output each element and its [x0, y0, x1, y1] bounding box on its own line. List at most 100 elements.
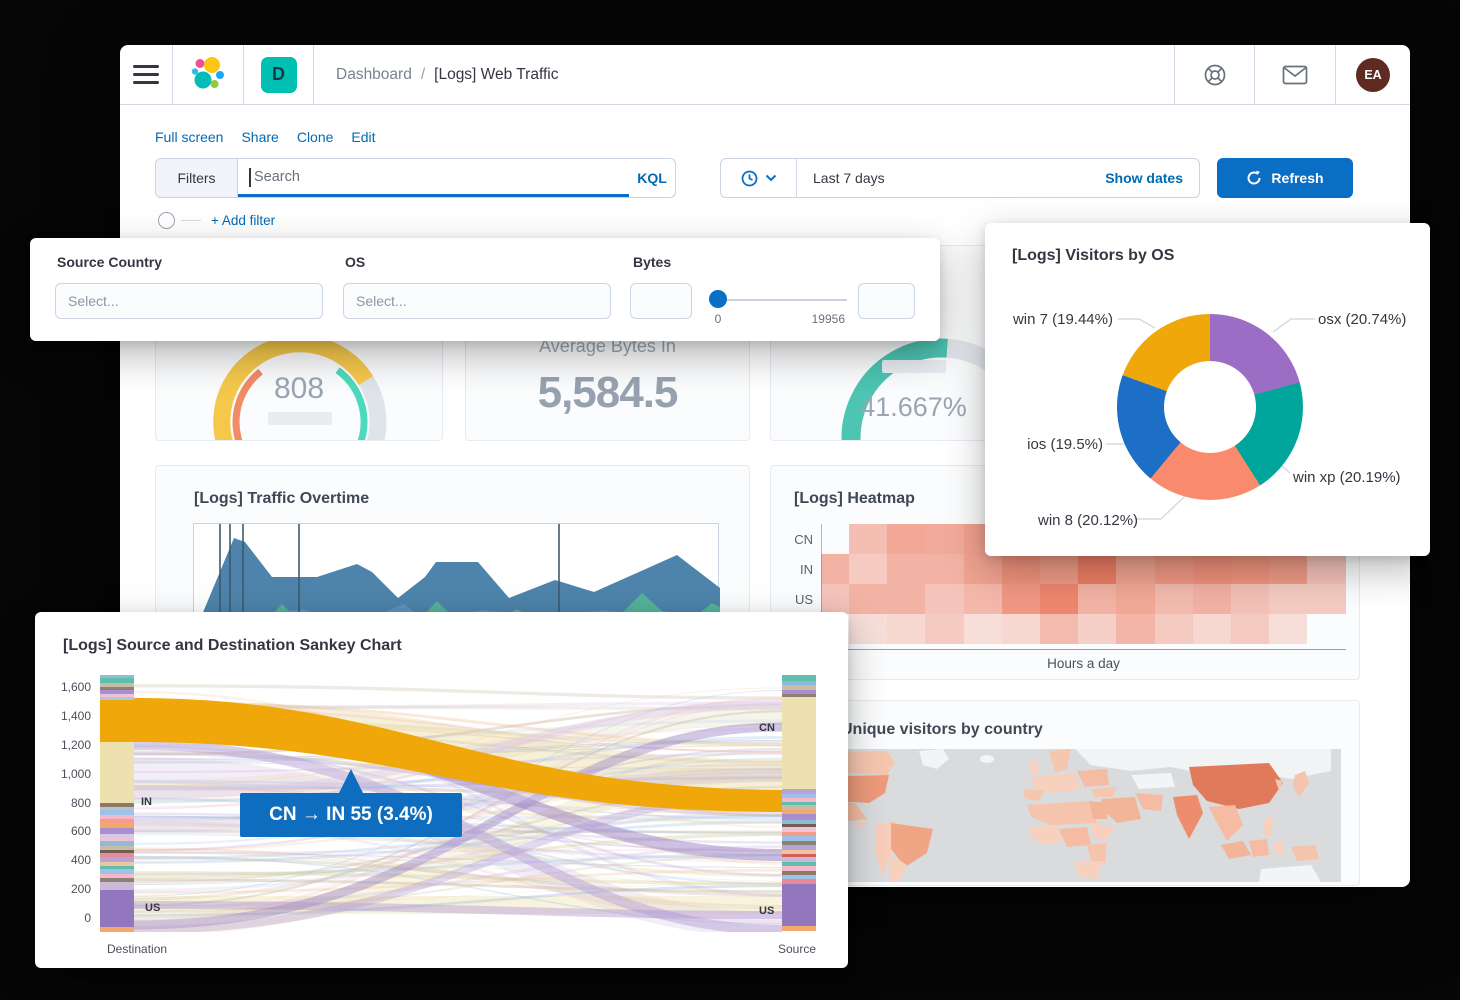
sankey-node-segment — [782, 857, 816, 862]
sankey-node-segment — [782, 827, 816, 832]
sankey-flows — [133, 684, 783, 932]
add-filter-link[interactable]: + Add filter — [211, 213, 276, 228]
sankey-node-segment — [782, 690, 816, 694]
sankey-node-segment — [100, 874, 134, 878]
sankey-node-segment — [100, 927, 134, 932]
chevron-down-icon — [765, 174, 776, 182]
sankey-node-segment — [100, 846, 134, 850]
heatmap-cell — [1001, 614, 1040, 644]
sankey-axis-destination: Destination — [107, 942, 168, 956]
share-link[interactable]: Share — [241, 129, 279, 145]
sankey-node-segment — [782, 884, 816, 926]
bytes-min-input[interactable] — [630, 283, 692, 319]
goal-value: 41.667% — [860, 392, 967, 422]
breadcrumb-page-title: [Logs] Web Traffic — [434, 65, 559, 83]
sankey-node-segment — [100, 890, 134, 927]
edit-link[interactable]: Edit — [351, 129, 376, 145]
elastic-logo-icon[interactable] — [189, 56, 227, 94]
sankey-node-segment — [782, 697, 816, 789]
time-picker: Last 7 days Show dates — [720, 158, 1200, 198]
filters-button[interactable]: Filters — [156, 159, 238, 197]
sankey-node-segment — [100, 819, 134, 823]
filter-pin-line — [181, 219, 201, 222]
clone-link[interactable]: Clone — [296, 129, 334, 145]
bytes-slider-track[interactable] — [709, 299, 847, 301]
user-avatar[interactable]: EA — [1356, 57, 1390, 92]
menu-icon[interactable] — [133, 65, 159, 84]
gauge-chart — [213, 335, 387, 440]
sankey-node-segment — [782, 871, 816, 875]
sankey-y-tick: 1,200 — [60, 737, 91, 752]
source-country-select[interactable]: Select... — [55, 283, 323, 319]
sankey-node-segment — [100, 823, 134, 828]
breadcrumb-section[interactable]: Dashboard — [336, 65, 412, 83]
filter-pin-icon[interactable] — [158, 212, 175, 229]
bytes-label: Bytes — [633, 254, 672, 270]
heatmap-cell — [1192, 554, 1231, 584]
dashboard-app-badge[interactable]: D — [260, 56, 297, 93]
dashboard-toolbar: Full screen Share Clone Edit — [155, 129, 376, 145]
refresh-button[interactable]: Refresh — [1217, 158, 1353, 198]
full-screen-link[interactable]: Full screen — [155, 129, 224, 145]
sankey-destination-column — [100, 675, 134, 932]
sankey-node-segment — [100, 697, 134, 700]
bytes-max-input[interactable] — [858, 283, 915, 319]
sankey-y-tick: 1,400 — [60, 708, 91, 723]
heatmap-cell — [1001, 554, 1040, 584]
time-range-value[interactable]: Last 7 days — [813, 170, 885, 186]
sankey-node-segment — [782, 824, 816, 827]
heatmap-cell — [887, 554, 926, 584]
heatmap-cell — [1154, 554, 1193, 584]
sankey-node-segment — [100, 687, 134, 690]
heatmap-cell — [1116, 614, 1155, 644]
sankey-node-segment — [100, 857, 134, 862]
panel-title: [Logs] Heatmap — [794, 490, 915, 507]
sankey-y-tick: 600 — [70, 824, 91, 839]
heatmap-cell — [849, 614, 888, 644]
sankey-node-segment — [100, 700, 134, 742]
heatmap-cell — [1269, 554, 1308, 584]
sankey-y-tick: 0 — [84, 911, 91, 925]
heatmap-cell — [887, 584, 926, 614]
divider — [1174, 45, 1175, 104]
sankey-y-tick: 400 — [70, 853, 91, 868]
heatmap-cell — [1116, 584, 1155, 614]
heatmap-row-label: CN — [794, 532, 813, 547]
sankey-node-segment — [782, 681, 816, 685]
heatmap-cell — [925, 524, 964, 554]
sankey-node-segment — [100, 675, 134, 678]
sankey-node-segment — [100, 850, 134, 853]
breadcrumb: Dashboard / [Logs] Web Traffic — [314, 45, 1174, 104]
divider — [313, 45, 314, 104]
heatmap-cell — [849, 584, 888, 614]
donut-label-osx: osx (20.74%) — [1318, 311, 1407, 328]
sankey-node-segment — [782, 850, 816, 854]
heatmap-y-axis — [821, 524, 822, 649]
sankey-node-segment — [100, 742, 134, 803]
sankey-node-segment — [782, 862, 816, 866]
heatmap-cell — [1231, 614, 1270, 644]
heatmap-cell — [1078, 554, 1117, 584]
sankey-node-segment — [100, 828, 134, 834]
panel-visitors-map: Unique visitors by country — [770, 700, 1360, 886]
sankey-node-segment — [100, 810, 134, 815]
sankey-node-label-in: IN — [141, 796, 152, 808]
time-picker-quick-menu[interactable] — [721, 159, 797, 197]
show-dates-link[interactable]: Show dates — [1105, 170, 1183, 186]
help-icon[interactable] — [1202, 62, 1228, 88]
heatmap-cell — [1078, 584, 1117, 614]
bytes-slider-handle[interactable] — [709, 290, 727, 308]
sankey-source-column — [782, 675, 816, 932]
bytes-slider-max: 19956 — [811, 312, 845, 326]
kql-switch[interactable]: KQL — [637, 170, 667, 186]
sankey-node-segment — [782, 794, 816, 798]
search-input[interactable] — [238, 159, 629, 194]
os-select[interactable]: Select... — [343, 283, 611, 319]
sankey-node-segment — [100, 834, 134, 838]
text-cursor — [249, 168, 251, 187]
sankey-node-segment — [100, 869, 134, 874]
heatmap-cell — [1192, 614, 1231, 644]
mail-icon[interactable] — [1282, 65, 1308, 85]
bytes-slider-min: 0 — [714, 312, 722, 326]
donut-label-ios: ios (19.5%) — [1027, 436, 1103, 453]
